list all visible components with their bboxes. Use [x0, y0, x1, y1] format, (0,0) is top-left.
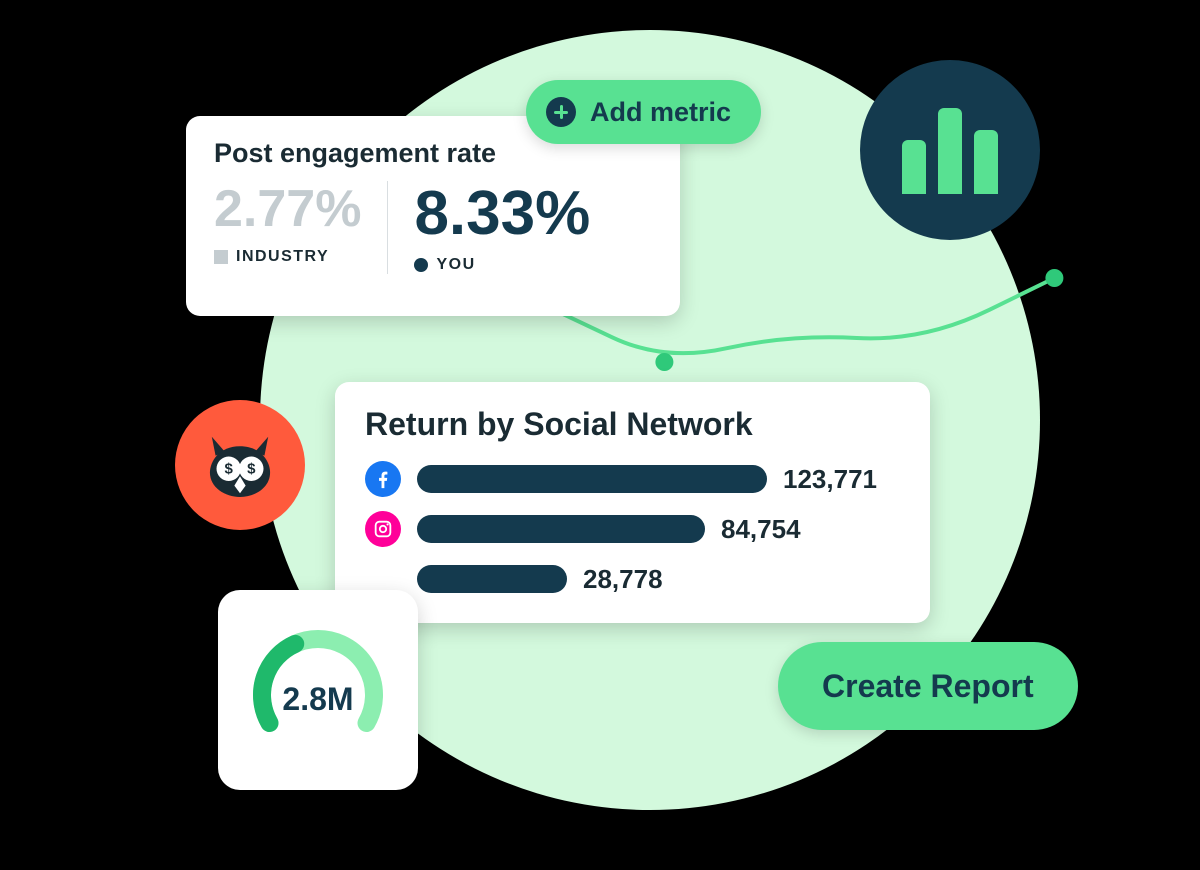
add-metric-label: Add metric	[590, 97, 731, 128]
owl-avatar-badge: $ $	[175, 400, 305, 530]
return-card-title: Return by Social Network	[365, 406, 900, 443]
engagement-industry-label: INDUSTRY	[236, 248, 329, 266]
return-by-network-card: Return by Social Network 123,771 84,754 28…	[335, 382, 930, 623]
plus-circle-icon	[546, 97, 576, 127]
square-marker-icon	[214, 250, 228, 264]
create-report-button[interactable]: Create Report	[778, 642, 1078, 730]
svg-text:$: $	[247, 460, 256, 477]
return-bar	[417, 465, 767, 493]
return-row: 84,754	[365, 511, 900, 547]
engagement-card: Post engagement rate 2.77% INDUSTRY 8.33…	[186, 116, 680, 316]
return-value: 84,754	[721, 514, 801, 545]
create-report-label: Create Report	[822, 668, 1034, 705]
return-bar	[417, 515, 705, 543]
return-row: 123,771	[365, 461, 900, 497]
owl-icon: $ $	[193, 418, 287, 512]
gauge-value: 2.8M	[243, 615, 393, 765]
return-bar	[417, 565, 567, 593]
engagement-you-label: YOU	[436, 256, 475, 274]
instagram-icon	[365, 511, 401, 547]
return-row: 28,778	[365, 561, 900, 597]
svg-text:$: $	[225, 460, 234, 477]
return-value: 28,778	[583, 564, 663, 595]
add-metric-button[interactable]: Add metric	[526, 80, 761, 144]
circle-marker-icon	[414, 258, 428, 272]
gauge-card: 2.8M	[218, 590, 418, 790]
engagement-industry-value: 2.77%	[214, 181, 361, 238]
return-value: 123,771	[783, 464, 877, 495]
engagement-you-value: 8.33%	[414, 181, 590, 246]
facebook-icon	[365, 461, 401, 497]
bar-chart-badge	[860, 60, 1040, 240]
